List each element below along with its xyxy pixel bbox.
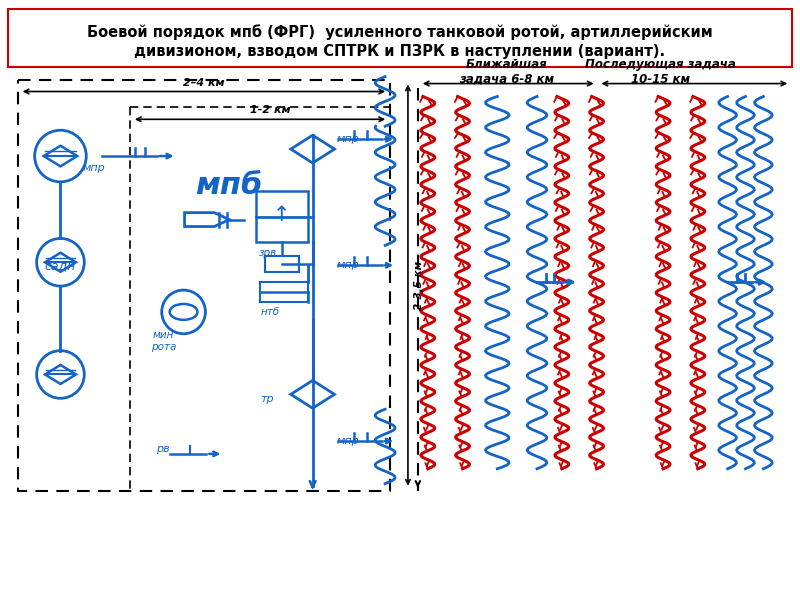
Text: мпр: мпр [83,163,106,173]
Text: ↑: ↑ [273,205,290,224]
FancyBboxPatch shape [8,9,792,67]
Text: рота: рота [151,341,176,352]
FancyBboxPatch shape [260,282,308,302]
Text: мпр: мпр [337,134,359,144]
Text: Ближайшая
задача 6-8 км: Ближайшая задача 6-8 км [458,58,554,86]
Text: мин: мин [153,330,174,340]
Text: Боевой порядок мпб (ФРГ)  усиленного танковой ротой, артиллерийским: Боевой порядок мпб (ФРГ) усиленного танк… [87,24,713,40]
Text: Последующая задача
10-15 км: Последующая задача 10-15 км [585,58,735,86]
Text: 1-2 км: 1-2 км [250,106,290,115]
Text: нтб: нтб [261,307,280,317]
Text: мпр: мпр [337,260,359,270]
Text: 2-3,5 км: 2-3,5 км [414,260,424,310]
Text: 2–4 км: 2–4 км [183,77,225,88]
FancyBboxPatch shape [265,256,298,272]
Text: дивизионом, взводом СПТРК и ПЗРК в наступлении (вариант).: дивизионом, взводом СПТРК и ПЗРК в насту… [134,44,666,59]
Text: рв: рв [156,444,170,454]
FancyBboxPatch shape [256,191,308,242]
Text: мпб: мпб [196,172,263,200]
Text: зрв: зрв [259,248,278,259]
Text: садн: садн [45,259,76,272]
Text: мпр: мпр [337,436,359,446]
Text: тр: тр [260,394,274,404]
